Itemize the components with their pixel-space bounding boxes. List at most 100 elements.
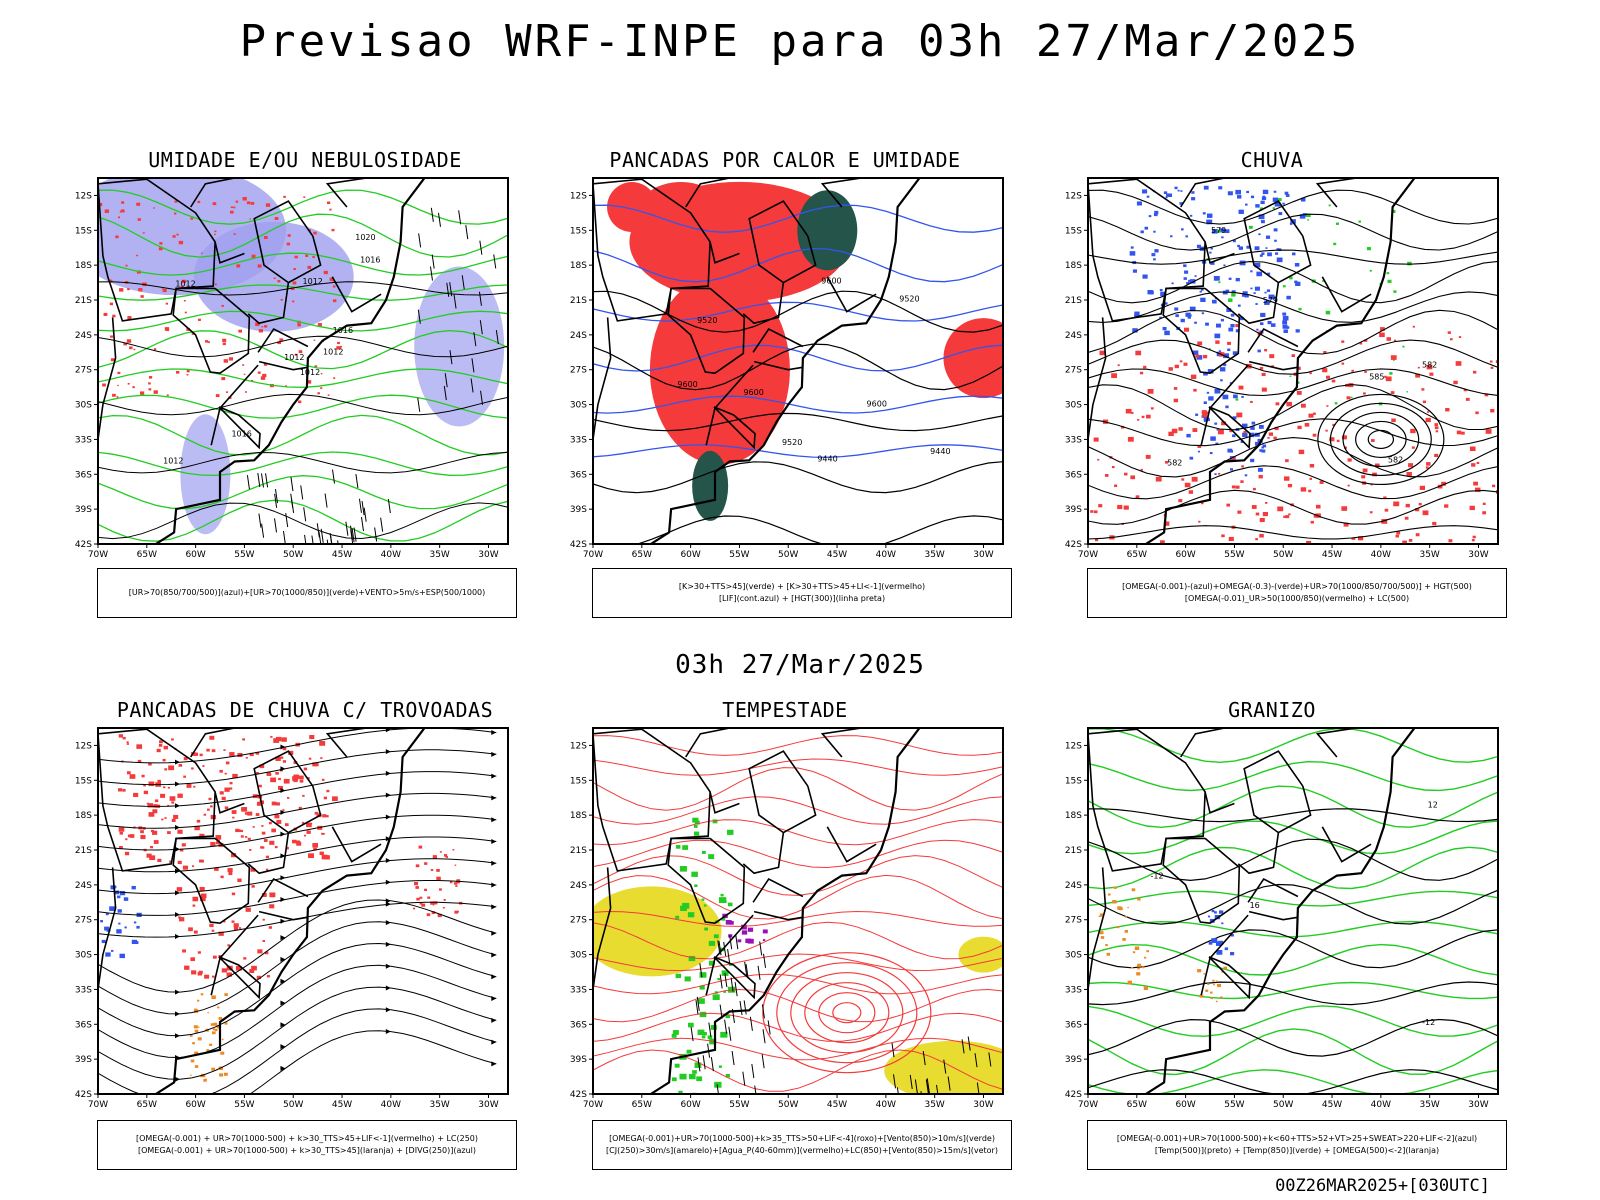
- omega-orange: [1217, 983, 1221, 988]
- temp850-contour: [1088, 890, 1498, 907]
- wind-vector: [927, 1084, 930, 1094]
- storm-red: [326, 789, 330, 793]
- storm-red: [223, 920, 226, 923]
- wind-vector: [446, 282, 450, 297]
- rain-red: [1312, 433, 1317, 437]
- red-contour-fleck: [137, 218, 141, 221]
- storm-red: [418, 845, 423, 849]
- red-contour-fleck: [117, 371, 121, 375]
- wind850-green: [696, 1076, 703, 1082]
- rain-red: [1284, 476, 1290, 481]
- red-contour-fleck: [183, 299, 186, 302]
- lon-tick-label: 70W: [583, 1100, 603, 1110]
- red-contour-fleck: [317, 323, 322, 327]
- storm-red: [191, 865, 195, 868]
- storm-red: [261, 831, 266, 835]
- rain-green: [1307, 219, 1310, 221]
- panel-4-legend: [OMEGA(-0.001) + UR>70(1000-500) + k>30_…: [97, 1120, 517, 1170]
- wind-vector: [759, 941, 763, 956]
- red-contour-fleck: [279, 338, 284, 342]
- main-title: Previsao WRF-INPE para 03h 27/Mar/2025: [239, 16, 1361, 67]
- storm-red: [163, 745, 169, 750]
- wind850-green: [674, 1063, 680, 1068]
- streamline-arrow: [175, 989, 180, 995]
- contour-label: 582: [1422, 361, 1437, 370]
- storm-red: [137, 759, 142, 763]
- red-contour-fleck: [251, 254, 256, 258]
- streamline-arrow: [491, 730, 497, 736]
- streamline: [249, 1030, 497, 1094]
- rain-red: [1427, 411, 1430, 413]
- wind850-green: [692, 1070, 697, 1074]
- contour-label: 9440: [930, 447, 950, 456]
- wind-vector: [754, 1085, 757, 1094]
- red-contour-fleck: [238, 329, 242, 333]
- rain-red: [1163, 521, 1170, 526]
- storm-red: [285, 823, 289, 827]
- omega-orange: [1134, 946, 1140, 951]
- storm-red: [227, 868, 233, 873]
- streamline-arrow: [491, 904, 497, 910]
- rain-blue: [1190, 279, 1196, 284]
- hail-blue: [1229, 951, 1235, 956]
- storm-red: [126, 743, 129, 745]
- storm-red: [126, 771, 131, 775]
- rain-blue: [1202, 212, 1206, 215]
- lat-tick-label: 30S: [1065, 951, 1082, 961]
- rain-blue: [1295, 281, 1301, 286]
- border: [826, 826, 877, 863]
- red-contour-fleck: [102, 383, 106, 387]
- rain-red: [1484, 393, 1489, 397]
- streamline-arrow: [385, 985, 391, 991]
- lon-tick-label: 55W: [729, 1100, 749, 1110]
- rain-blue: [1241, 395, 1244, 398]
- red-contour-fleck: [126, 339, 132, 343]
- streamline-arrow: [175, 868, 180, 874]
- red-contour-fleck: [136, 202, 141, 206]
- wind850-green: [725, 1073, 730, 1078]
- panel-3-title: CHUVA: [1240, 148, 1304, 172]
- storm-red: [192, 896, 199, 902]
- streamline-arrow: [175, 1011, 180, 1017]
- rain-blue: [1282, 324, 1288, 329]
- border: [258, 360, 308, 371]
- storm-red: [233, 923, 239, 928]
- lat-tick-label: 27S: [1065, 916, 1082, 926]
- wind-vector: [258, 513, 262, 528]
- storm-red: [163, 786, 166, 789]
- map-frame: [97, 727, 509, 1095]
- wind850-green: [701, 898, 705, 901]
- panel-5-title: TEMPESTADE: [722, 698, 848, 722]
- rain-blue: [1180, 190, 1183, 192]
- wind-vector: [260, 473, 264, 488]
- green-humidity-contour: [98, 451, 508, 477]
- omega-orange: [1215, 1000, 1218, 1003]
- storm-red: [199, 859, 203, 863]
- rain-blue: [1229, 450, 1233, 453]
- storm-red: [191, 767, 194, 770]
- rain-red: [1288, 513, 1291, 516]
- hail-blue: [1211, 909, 1215, 913]
- rain-blue: [1232, 351, 1238, 355]
- border: [820, 728, 862, 758]
- storm-red: [136, 744, 143, 749]
- rain-red: [1341, 506, 1348, 511]
- hgt500-contour: [1088, 437, 1498, 478]
- storm-red: [302, 794, 305, 797]
- rain-red: [1482, 511, 1487, 515]
- wind-vector: [896, 1087, 899, 1094]
- rain-blue: [1163, 191, 1168, 195]
- rain-red: [1447, 331, 1451, 334]
- rain-blue: [1225, 405, 1229, 409]
- rain-red: [1098, 504, 1103, 508]
- rain-red: [1482, 502, 1486, 505]
- red-contour-fleck: [236, 264, 241, 268]
- wind-vector: [724, 1019, 728, 1034]
- rain-red: [1255, 512, 1260, 516]
- temp850-contour: [1088, 846, 1498, 890]
- border: [713, 956, 756, 1000]
- lon-tick-label: 55W: [729, 550, 749, 560]
- divergence-blue: [118, 922, 121, 925]
- red-contour-fleck: [265, 203, 271, 207]
- map-frame: [592, 177, 1004, 545]
